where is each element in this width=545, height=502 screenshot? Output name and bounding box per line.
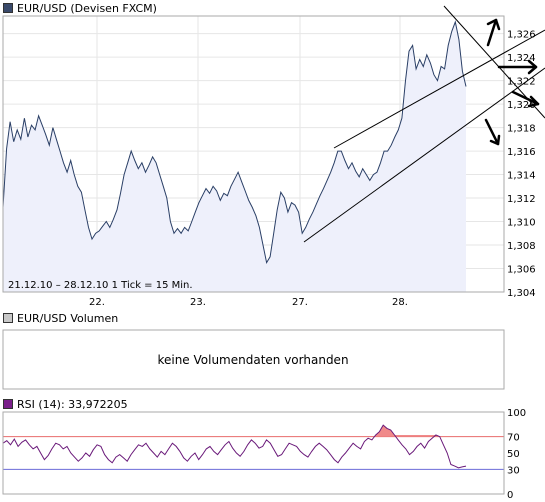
rsi-overbought-fill [373,425,438,437]
price-area [3,21,466,293]
price-x-tick-label: 27. [292,297,308,308]
price-plot-frame [2,15,505,293]
arrow-down-right-icon [511,90,540,108]
rsi-swatch-icon [3,399,13,409]
price-y-tick-label: 1,322 [507,77,536,88]
rsi-y-tick-label: 100 [507,408,526,419]
rsi-line [2,424,467,469]
rsi-panel-title: RSI (14): 33,972205 [3,398,128,412]
price-x-tick-label: 23. [190,297,206,308]
price-y-tick-label: 1,308 [507,241,536,252]
rsi-y-tick-label: 30 [507,465,520,476]
channel-upper-line [333,29,545,149]
rsi-y-tick-label: 70 [507,433,520,444]
period-note: 21.12.10 – 28.12.10 1 Tick = 15 Min. [8,280,193,291]
rsi-title-text: RSI (14): 33,972205 [17,398,128,411]
volume-empty-message: keine Volumendaten vorhanden [157,353,348,367]
price-x-tick-label: 28. [392,297,408,308]
rsi-y-tick-label: 0 [507,490,513,501]
price-x-axis: 22. 23. 27. 28. [89,297,408,308]
price-y-tick-label: 1,314 [507,171,536,182]
price-swatch-icon [3,3,13,13]
price-x-tick-label: 22. [89,297,105,308]
rsi-plot-frame [2,411,505,495]
price-y-axis: 1,304 1,306 1,308 1,310 1,312 1,314 1,316 1,318… [507,30,536,299]
arrow-down-icon [484,118,501,146]
volume-plot-frame [2,329,505,390]
price-title-text: EUR/USD (Devisen FXCM) [17,2,157,15]
price-y-tick-label: 1,324 [507,53,536,64]
arrow-right-icon [497,59,538,75]
volume-swatch-icon [3,313,13,323]
price-y-tick-label: 1,320 [507,100,536,111]
price-y-tick-label: 1,318 [507,124,536,135]
rsi-y-axis: 0 30 50 70 100 [507,408,526,501]
volume-title-text: EUR/USD Volumen [17,312,119,325]
price-y-tick-label: 1,312 [507,194,536,205]
channel-lower-line [303,67,545,243]
price-panel-title: EUR/USD (Devisen FXCM) [3,2,157,16]
price-y-tick-label: 1,310 [507,218,536,229]
price-y-tick-label: 1,316 [507,147,536,158]
price-line [2,20,467,264]
arrow-up-icon [486,18,501,47]
price-y-tick-label: 1,306 [507,265,536,276]
price-y-tick-label: 1,304 [507,288,536,299]
arrow-annotations [484,18,540,146]
price-y-tick-label: 1,326 [507,30,536,41]
volume-panel-title: EUR/USD Volumen [3,312,118,326]
rsi-y-tick-label: 50 [507,449,520,460]
